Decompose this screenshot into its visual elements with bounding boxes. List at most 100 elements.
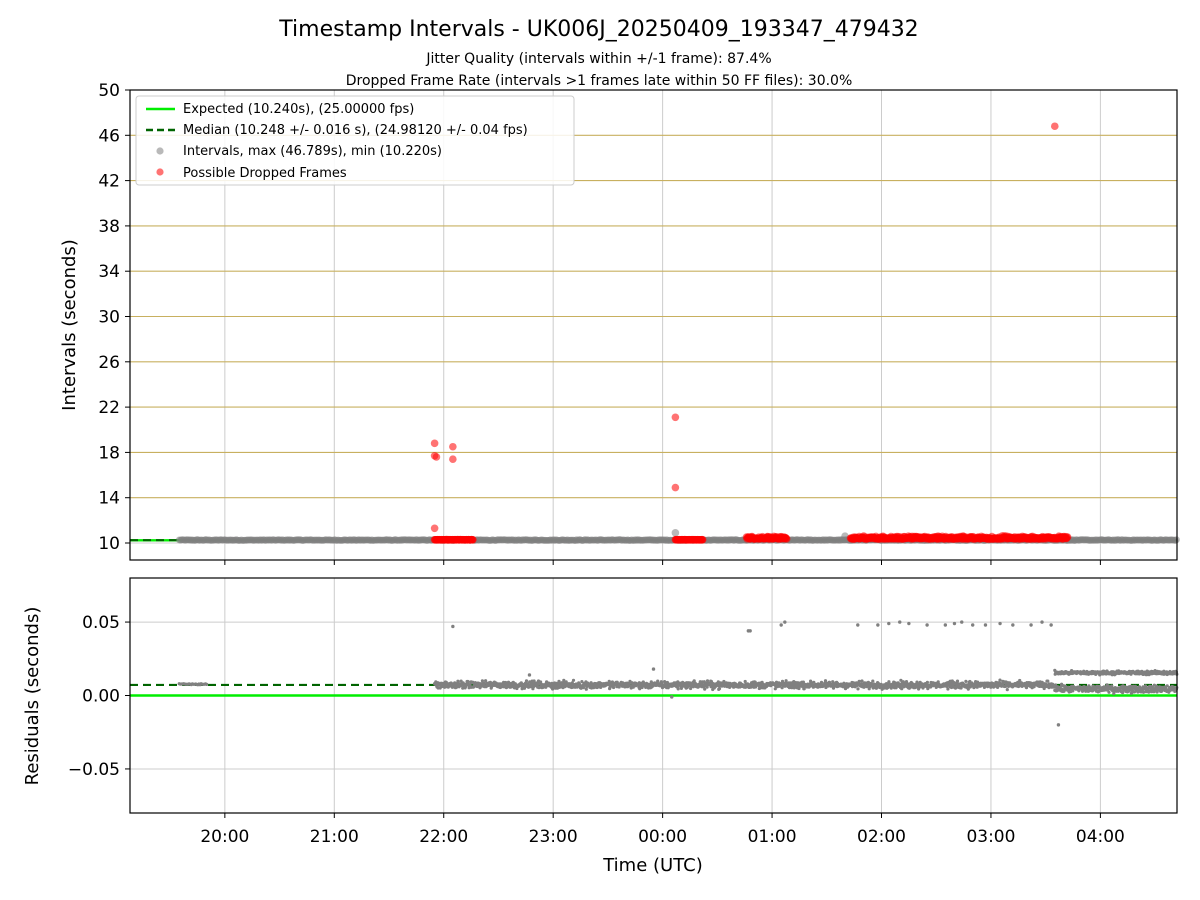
x-axis-label: Time (UTC) (602, 855, 703, 876)
residual-point (823, 679, 828, 683)
residual-point (1018, 678, 1022, 683)
intervals-y-tick-label: 46 (98, 126, 120, 146)
legend-intervals-label: Intervals, max (46.789s), min (10.220s) (183, 144, 442, 159)
residual-point (703, 687, 707, 691)
residual-point (748, 629, 752, 633)
intervals-legend: Expected (10.240s), (25.00000 fps) Media… (135, 95, 575, 186)
residual-point (631, 685, 635, 689)
residual-point (1056, 723, 1061, 727)
residual-point (812, 680, 816, 684)
dropped-frame-point (432, 453, 441, 461)
x-tick-label: 02:00 (857, 827, 906, 847)
x-tick-label: 04:00 (1076, 827, 1125, 847)
residual-point (972, 686, 976, 690)
residual-point (1011, 623, 1015, 627)
residual-point (551, 687, 555, 691)
intervals-y-tick-label: 38 (98, 217, 120, 237)
legend-expected-label: Expected (10.240s), (25.00000 fps) (183, 102, 414, 117)
intervals-y-tick-label: 26 (98, 353, 120, 373)
residual-point (717, 687, 722, 691)
residual-point (860, 679, 864, 683)
dropped-frame-point (1063, 533, 1072, 541)
figure-subtitle-dropped: Dropped Frame Rate (intervals >1 frames … (346, 73, 853, 89)
residual-point (898, 620, 902, 624)
intervals-y-tick-label: 42 (98, 172, 120, 192)
residual-point (802, 687, 806, 691)
residual-point (1046, 679, 1050, 683)
dropped-frame-point (449, 442, 457, 451)
residual-point (929, 685, 933, 689)
residuals-y-ticks: 0.05 0.00 −0.05 (68, 613, 130, 780)
dropped-frame-point (449, 455, 457, 464)
intervals-panel: 10 14 18 22 26 30 34 38 42 46 50 Intervals (second… (59, 81, 1180, 565)
residual-point (743, 679, 747, 684)
residual-point (826, 684, 830, 688)
residual-point (571, 678, 576, 682)
residual-point (1147, 690, 1151, 694)
residual-point (1029, 623, 1033, 627)
residuals-y-axis-label: Residuals (seconds) (22, 607, 43, 786)
residual-point (998, 678, 1002, 682)
residual-point (952, 621, 957, 626)
x-tick-label: 01:00 (748, 827, 797, 847)
dropped-frame-point (671, 413, 680, 422)
intervals-y-axis-label: Intervals (seconds) (59, 239, 80, 411)
x-tick-label: 00:00 (638, 827, 687, 847)
dropped-frame-point (430, 439, 439, 448)
intervals-y-tick-label: 50 (98, 81, 120, 101)
residual-point (651, 667, 656, 671)
residual-point (773, 687, 777, 691)
residual-point (856, 623, 860, 627)
residual-point (966, 687, 970, 691)
residual-point (1155, 690, 1159, 694)
residual-point (722, 679, 726, 684)
residual-point (676, 687, 680, 691)
intervals-y-tick-label: 14 (98, 489, 120, 509)
intervals-series (175, 122, 1180, 544)
residual-point (907, 621, 911, 626)
legend-box (135, 95, 575, 186)
dropped-frame-point (782, 535, 791, 543)
residual-point (1071, 689, 1075, 693)
residual-point (1040, 620, 1044, 624)
residuals-series (177, 620, 1179, 727)
residual-point (524, 679, 529, 683)
residual-point (1112, 691, 1116, 696)
residual-point (862, 685, 866, 689)
dropped-frame-point (698, 536, 707, 544)
residual-point (205, 682, 209, 687)
legend-dropped-label: Possible Dropped Frames (183, 166, 347, 181)
residual-point (705, 679, 710, 683)
figure-title: Timestamp Intervals - UK006J_20250409_19… (278, 17, 918, 42)
intervals-y-tick-label: 22 (98, 398, 120, 418)
intervals-y-ticks: 10 14 18 22 26 30 34 38 42 46 50 (98, 81, 130, 554)
residual-point (876, 623, 880, 627)
intervals-y-tick-label: 30 (98, 308, 120, 328)
residual-point (831, 686, 836, 690)
residual-point (580, 680, 584, 684)
residual-point (998, 621, 1002, 626)
residual-point (532, 679, 536, 683)
residual-point (451, 624, 455, 629)
residual-point (960, 620, 964, 624)
residual-point (1086, 689, 1091, 693)
residual-point (480, 679, 484, 683)
residual-point (1165, 684, 1169, 688)
residual-point (797, 686, 801, 691)
residual-point (1121, 691, 1125, 695)
residual-point (705, 685, 709, 689)
residual-point (866, 680, 871, 685)
dropped-frame-point (430, 524, 439, 533)
residual-point (1049, 623, 1053, 627)
residual-point (670, 695, 674, 699)
residual-point (887, 621, 891, 626)
residuals-y-tick-label: 0.00 (82, 687, 120, 707)
residual-point (915, 680, 919, 684)
residual-point (971, 623, 975, 627)
intervals-y-tick-label: 34 (98, 262, 120, 282)
residual-point (856, 687, 860, 691)
residual-point (783, 620, 787, 624)
residual-point (1004, 684, 1008, 689)
x-tick-label: 22:00 (419, 827, 468, 847)
dropped-frame-point (1050, 122, 1059, 131)
